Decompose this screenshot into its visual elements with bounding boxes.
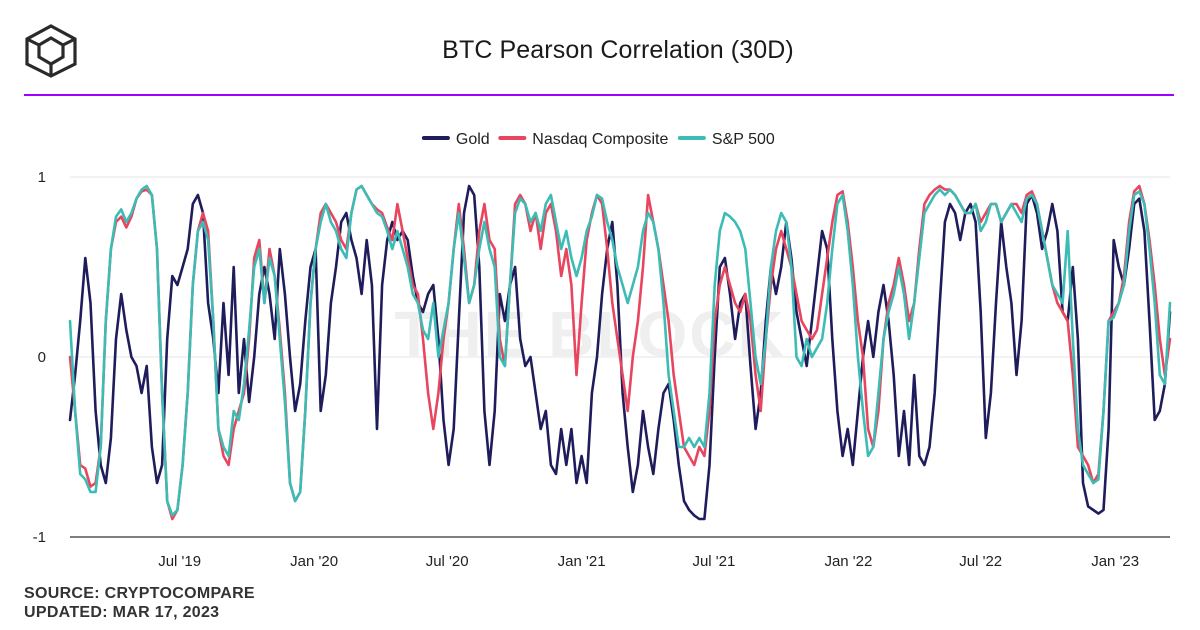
x-tick-label: Jan '20 xyxy=(290,553,338,570)
x-tick-label: Jan '22 xyxy=(824,553,872,570)
the-block-cube-logo-icon xyxy=(24,24,78,83)
legend-label: S&P 500 xyxy=(712,131,775,148)
watermark-text: THE BLOCK xyxy=(394,298,785,370)
y-tick-label: 1 xyxy=(38,169,46,186)
updated-label: UPDATED: MAR 17, 2023 xyxy=(24,604,220,621)
legend-item[interactable]: S&P 500 xyxy=(677,131,775,148)
chart-axes: -1 0 1 Jul '19 Jan '20 Jul '20 Jan '21 Jul '21 J… xyxy=(33,169,1170,570)
chart-legend: Gold Nasdaq Composite S&P 500 xyxy=(421,131,775,148)
legend-label: Gold xyxy=(456,131,490,148)
source-label: SOURCE: CRYPTOCOMPARE xyxy=(24,585,255,602)
x-tick-label: Jul '20 xyxy=(426,553,469,570)
y-tick-label: 0 xyxy=(38,349,46,366)
series-line-gold xyxy=(68,184,1172,521)
source-note: SOURCE: CRYPTOCOMPARE UPDATED: MAR 17, 2… xyxy=(24,584,255,622)
x-tick-label: Jul '19 xyxy=(158,553,201,570)
y-tick-label: -1 xyxy=(33,529,46,546)
series-line-nasdaq-composite xyxy=(68,184,1172,521)
x-tick-label: Jan '23 xyxy=(1091,553,1139,570)
series-line-s-p-500 xyxy=(68,184,1172,517)
header-divider xyxy=(24,94,1174,96)
x-tick-label: Jan '21 xyxy=(558,553,606,570)
watermark: THE BLOCK xyxy=(394,298,785,370)
chart-header: BTC Pearson Correlation (30D) xyxy=(0,0,1200,96)
chart-area: THE BLOCK Gold Nasdaq Composite S&P 500 -1… xyxy=(33,131,1172,570)
legend-label: Nasdaq Composite xyxy=(532,131,668,148)
legend-item[interactable]: Nasdaq Composite xyxy=(498,131,668,148)
chart-series xyxy=(68,184,1172,521)
legend-item[interactable]: Gold xyxy=(421,131,490,148)
chart-title: BTC Pearson Correlation (30D) xyxy=(442,36,794,64)
x-tick-label: Jul '22 xyxy=(959,553,1002,570)
x-tick-label: Jul '21 xyxy=(692,553,735,570)
